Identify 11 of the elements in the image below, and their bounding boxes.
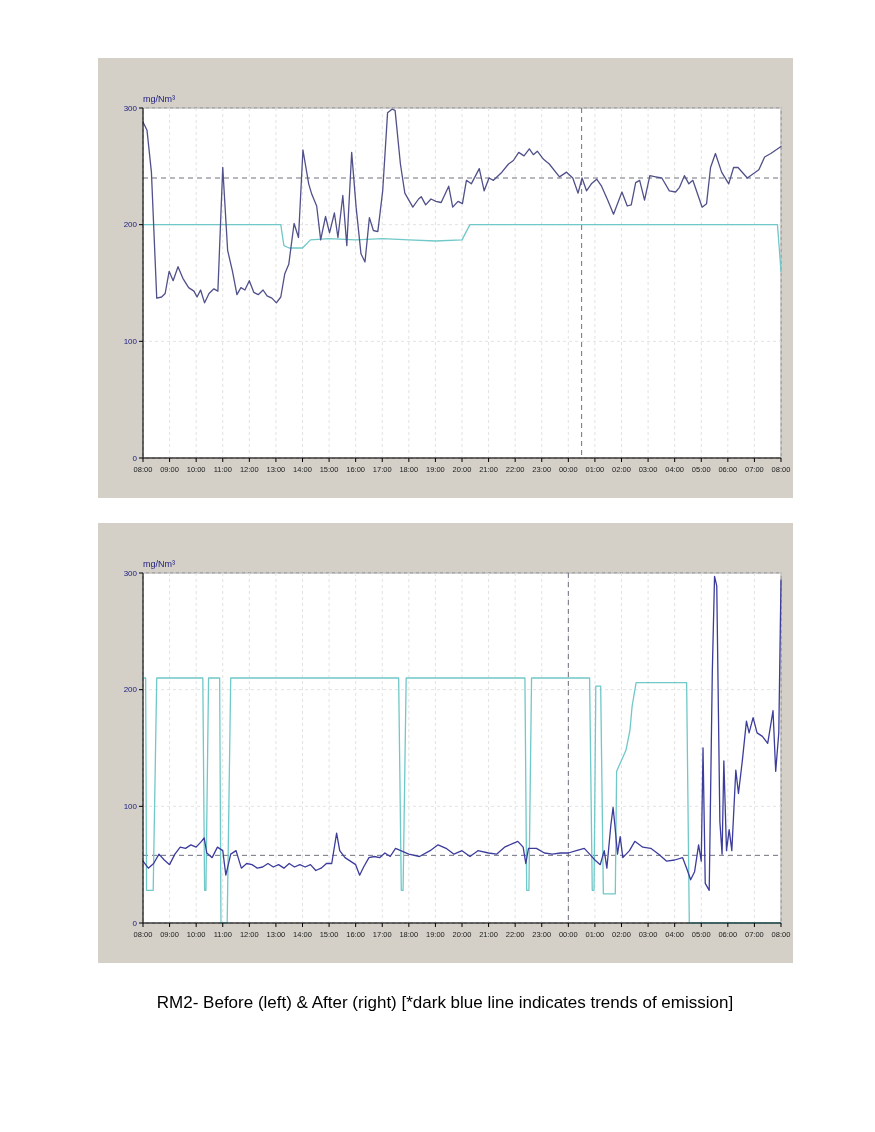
text: RM2- Before (left) & After (right) [*dark blue line indicates trends of emission] [156,993,734,1012]
y-tick-label: 200 [123,220,138,230]
y-tick-label: 0 [132,918,138,928]
y-tick-label: 100 [123,336,138,346]
y-tick-label: 0 [132,453,138,463]
y-tick-label: 300 [123,568,138,578]
y-axis-title: mg/Nm³ [143,94,175,104]
y-tick-label: 100 [123,801,138,811]
y-tick-label: 300 [123,103,138,113]
y-axis-title: mg/Nm³ [143,559,175,569]
y-tick-label: 200 [123,685,138,695]
